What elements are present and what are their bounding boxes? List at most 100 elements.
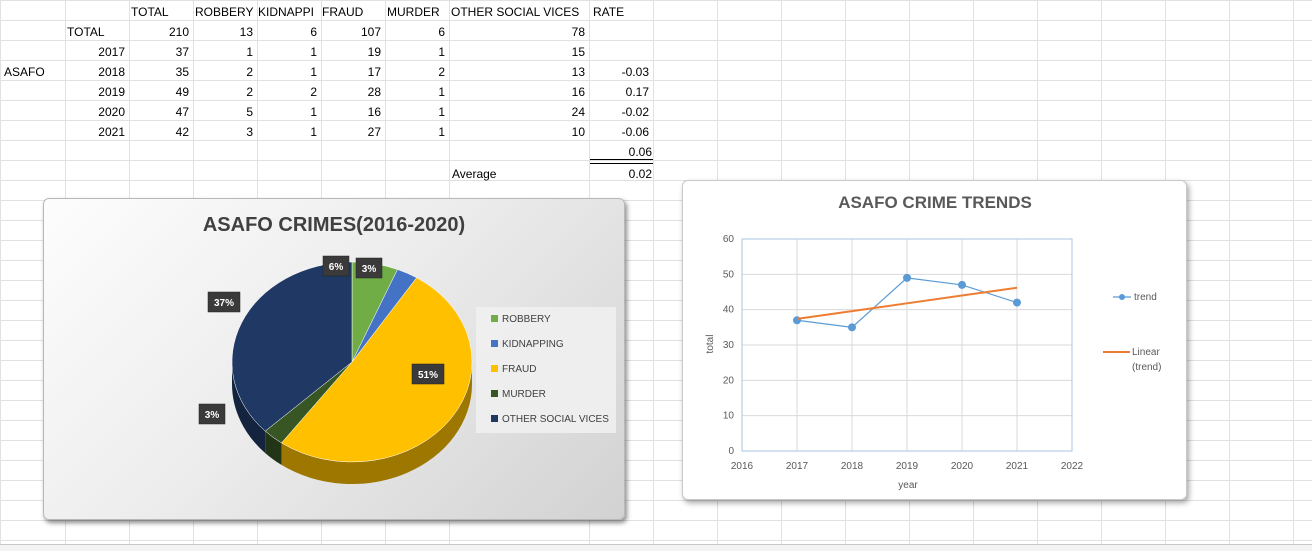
row-other[interactable]: 16	[571, 85, 585, 99]
row-murder[interactable]: 2	[438, 65, 445, 79]
x-tick-label: 2017	[786, 461, 809, 472]
x-tick-label: 2016	[731, 461, 754, 472]
row-fraud[interactable]: 16	[367, 105, 381, 119]
header-murder[interactable]: MURDER	[387, 5, 440, 19]
row-total[interactable]: 35	[175, 65, 189, 79]
row-other[interactable]: 10	[571, 125, 585, 139]
pie-chart-title: ASAFO CRIMES(2016-2020)	[203, 214, 465, 236]
row-kidnap[interactable]: 1	[310, 65, 317, 79]
row-robbery[interactable]: 3	[246, 125, 253, 139]
row-year[interactable]: 2021	[98, 125, 125, 139]
line-chart-card[interactable]: ASAFO CRIME TRENDS 0 10 20 30 40 50 60 2016 201…	[682, 180, 1187, 500]
row-year[interactable]: 2019	[98, 85, 125, 99]
pie-chart: ASAFO CRIMES(2016-2020) 6% 3% 51% 3% 37% ROB…	[198, 214, 616, 485]
pie-label-box	[322, 255, 350, 277]
row-robbery[interactable]: 2	[246, 65, 253, 79]
row-rate[interactable]: -0.06	[621, 125, 649, 139]
pie-chart-card[interactable]: ASAFO CRIMES(2016-2020) 6% 3% 51% 3% 37% ROB…	[43, 198, 625, 520]
total-label[interactable]: TOTAL	[67, 25, 105, 39]
header-robbery[interactable]: ROBBERY	[195, 5, 254, 19]
x-tick-label: 2021	[1006, 461, 1029, 472]
row-fraud[interactable]: 28	[367, 85, 381, 99]
row-fraud[interactable]: 19	[367, 45, 381, 59]
data-point[interactable]	[848, 323, 856, 332]
y-tick-label: 40	[723, 305, 735, 316]
x-tick-label: 2020	[951, 461, 974, 472]
row-total[interactable]: 49	[175, 85, 189, 99]
row-fraud[interactable]: 17	[367, 65, 381, 79]
pie-data-label: 51%	[418, 370, 438, 381]
series-line-linear-trend[interactable]	[796, 286, 1018, 320]
row-year[interactable]: 2017	[98, 45, 125, 59]
header-kidnapping[interactable]: KIDNAPPI	[258, 5, 315, 19]
y-tick-label: 50	[723, 269, 735, 280]
total-other[interactable]: 78	[571, 25, 585, 39]
row-kidnap[interactable]: 2	[310, 85, 317, 99]
y-tick-label: 30	[723, 340, 735, 351]
pie-legend-swatch	[491, 390, 498, 397]
average-value[interactable]: 0.02	[628, 167, 652, 181]
legend-label-trend: trend	[1134, 292, 1157, 303]
row-robbery[interactable]: 5	[246, 105, 253, 119]
y-tick-label: 20	[723, 375, 735, 386]
y-axis-label: total	[705, 335, 716, 354]
legend-label-linear: Linear (trend)	[1132, 347, 1161, 373]
row-kidnap[interactable]: 1	[310, 45, 317, 59]
pie-side-other-social-vices	[232, 362, 266, 454]
row-year[interactable]: 2020	[98, 105, 125, 119]
row-total[interactable]: 47	[175, 105, 189, 119]
pie-data-label: 3%	[205, 410, 220, 421]
plot-area-border	[741, 238, 1073, 452]
row-rate[interactable]: 0.17	[625, 85, 649, 99]
header-other-social-vices[interactable]: OTHER SOCIAL VICES	[451, 5, 580, 19]
line-chart-title: ASAFO CRIME TRENDS	[838, 193, 1032, 212]
pie-label-box	[207, 291, 241, 313]
x-tick-labels: 2016 2017 2018 2019 2020 2021 2022	[731, 461, 1084, 472]
data-point[interactable]	[1013, 298, 1021, 307]
region-label[interactable]: ASAFO	[4, 65, 45, 79]
row-total[interactable]: 37	[175, 45, 189, 59]
row-murder[interactable]: 1	[438, 85, 445, 99]
total-robbery[interactable]: 13	[239, 25, 253, 39]
data-point[interactable]	[903, 273, 911, 282]
average-label[interactable]: Average	[452, 167, 497, 181]
x-tick-label: 2018	[841, 461, 864, 472]
line-gridlines	[741, 238, 1073, 452]
row-robbery[interactable]: 2	[246, 85, 253, 99]
row-murder[interactable]: 1	[438, 105, 445, 119]
x-axis-label: year	[898, 480, 918, 491]
header-fraud[interactable]: FRAUD	[322, 5, 364, 19]
row-year[interactable]: 2018	[98, 65, 125, 79]
row-kidnap[interactable]: 1	[310, 125, 317, 139]
row-rate[interactable]: -0.03	[621, 65, 649, 79]
row-kidnap[interactable]: 1	[310, 105, 317, 119]
row-rate[interactable]: -0.02	[621, 105, 649, 119]
pie-data-label: 3%	[362, 264, 377, 275]
total-kidnap[interactable]: 6	[310, 25, 317, 39]
sheet-tab-strip	[0, 544, 1312, 551]
pie-slice-other-social-vices[interactable]	[231, 261, 353, 432]
row-robbery[interactable]: 1	[246, 45, 253, 59]
row-other[interactable]: 15	[571, 45, 585, 59]
row-other[interactable]: 24	[571, 105, 585, 119]
pie-slice-fraud[interactable]	[281, 277, 473, 463]
data-point[interactable]	[958, 280, 966, 289]
total-fraud[interactable]: 107	[360, 25, 381, 39]
header-total[interactable]: TOTAL	[131, 5, 169, 19]
row-other[interactable]: 13	[571, 65, 585, 79]
total-murder[interactable]: 6	[438, 25, 445, 39]
row-total[interactable]: 42	[175, 125, 189, 139]
row-fraud[interactable]: 27	[367, 125, 381, 139]
header-rate[interactable]: RATE	[593, 5, 625, 19]
pie-side-murder	[265, 431, 282, 465]
pie-side-fraud	[281, 362, 472, 485]
total-total[interactable]: 210	[168, 25, 189, 39]
y-tick-label: 10	[723, 411, 735, 422]
row-murder[interactable]: 1	[438, 125, 445, 139]
rate-sum[interactable]: 0.06	[628, 145, 652, 159]
pie-label-box	[411, 363, 445, 385]
y-tick-label: 0	[728, 446, 734, 457]
x-tick-label: 2022	[1061, 461, 1084, 472]
row-murder[interactable]: 1	[438, 45, 445, 59]
